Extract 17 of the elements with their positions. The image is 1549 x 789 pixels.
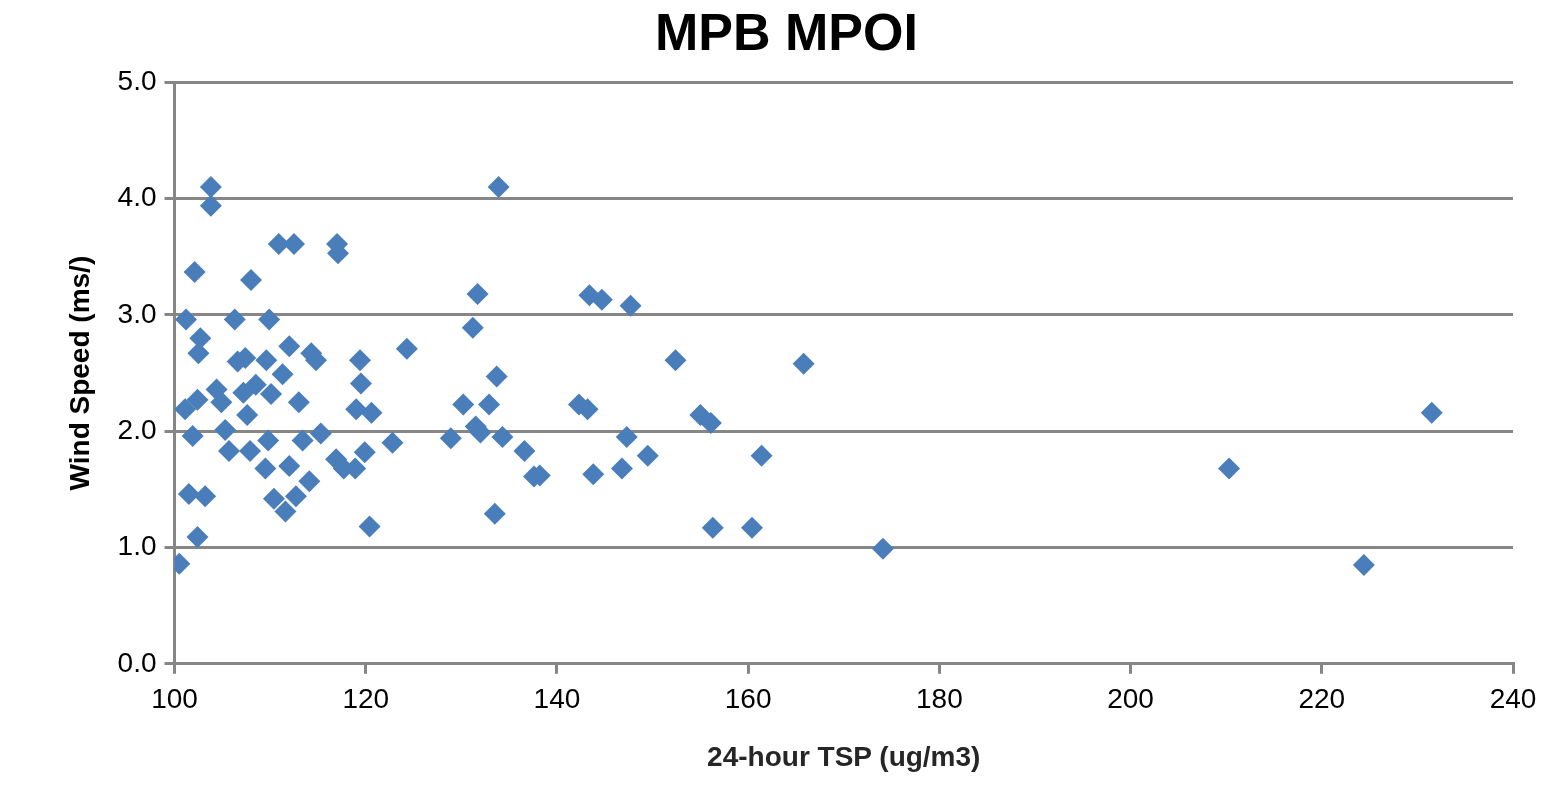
- x-tick-label: 180: [916, 683, 963, 715]
- x-tick-label: 120: [342, 683, 390, 715]
- y-tick-label: 4.0: [117, 181, 157, 213]
- x-tick-label: 220: [1298, 683, 1346, 715]
- x-tick-label: 100: [151, 683, 198, 715]
- chart-title: MPB MPOI: [655, 2, 918, 61]
- y-tick-label: 5.0: [117, 65, 157, 97]
- x-tick-label: 160: [724, 683, 772, 715]
- y-tick-label: 0.0: [117, 646, 157, 678]
- y-tick-label: 3.0: [117, 297, 157, 329]
- x-tick-label: 240: [1489, 683, 1537, 715]
- y-tick-label: 1.0: [117, 530, 157, 562]
- x-tick-label: 200: [1107, 683, 1154, 715]
- y-axis-title: Wind Speed (ms/): [63, 255, 95, 491]
- x-axis-title: 24-hour TSP (ug/m3): [707, 740, 981, 772]
- x-tick-label: 140: [533, 683, 581, 715]
- y-tick-label: 2.0: [117, 413, 157, 445]
